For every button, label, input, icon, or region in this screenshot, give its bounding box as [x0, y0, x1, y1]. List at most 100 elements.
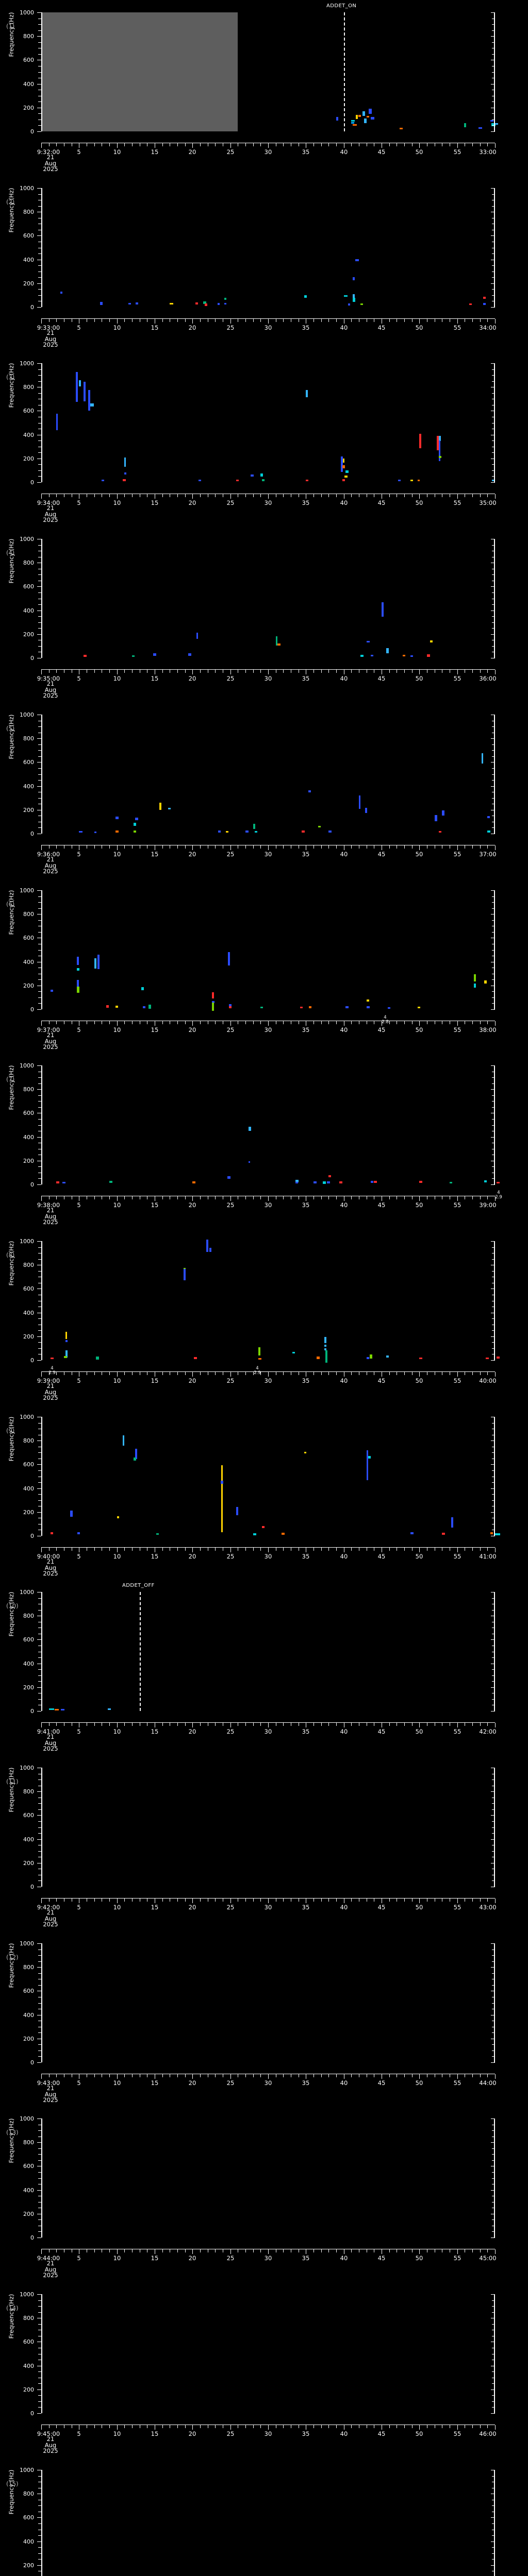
x-tick [480, 1372, 481, 1375]
y-tick [38, 2395, 41, 2396]
date-line: 2025 [43, 868, 58, 875]
x-tick [117, 1899, 118, 1903]
detection-mark [124, 457, 126, 467]
x-tick-label: 45 [377, 2255, 386, 2262]
x-tick [457, 143, 458, 148]
x-tick [117, 1548, 118, 1552]
y-tick-right [491, 307, 495, 308]
y-tick-label: 1000 [20, 360, 34, 367]
y-tick-right [492, 1803, 495, 1804]
x-tick [253, 319, 254, 322]
y-tick-label: 600 [23, 1636, 34, 1643]
detection-mark [251, 474, 254, 477]
y-tick-right [492, 622, 495, 623]
x-tick-label: 35 [302, 1553, 310, 1560]
detection-mark [490, 1532, 493, 1534]
y-tick-label: 600 [23, 2163, 34, 2170]
y-tick [38, 1851, 41, 1852]
detection-mark [410, 655, 413, 657]
x-tick-label: 30 [264, 1728, 272, 1735]
y-tick-right [491, 1967, 495, 1968]
y-tick [38, 1699, 41, 1700]
y-tick-right [492, 2476, 495, 2477]
x-tick-label: 30 [264, 2430, 272, 2437]
x-tick [389, 845, 390, 849]
y-tick-label: 600 [23, 2514, 34, 2521]
y-tick-right [492, 2219, 495, 2220]
x-tick [177, 845, 178, 849]
x-tick-label: 55 [453, 1201, 461, 1209]
detection-mark [336, 117, 338, 121]
x-tick [472, 1899, 473, 1902]
y-tick-label: 1000 [20, 1940, 34, 1947]
y-tick-right [492, 1494, 495, 1495]
y-tick-label: 1000 [20, 2291, 34, 2298]
y-tick-right [491, 1488, 495, 1489]
y-tick-label: 200 [23, 1509, 34, 1516]
x-tick [321, 670, 322, 673]
detection-mark [344, 295, 348, 297]
x-tick [336, 670, 337, 673]
detection-count-bottom: 2.9 [48, 1370, 56, 1376]
y-tick [38, 997, 41, 998]
x-tick-label: 40 [340, 1201, 348, 1209]
y-tick [38, 545, 41, 546]
x-tick [192, 670, 193, 674]
detection-mark [342, 465, 345, 468]
x-tick [109, 1899, 110, 1902]
x-tick [260, 1723, 261, 1726]
x-tick [480, 2249, 481, 2252]
x-tick-label: 15 [151, 324, 159, 331]
y-tick [38, 768, 41, 769]
y-tick-right [492, 1598, 495, 1599]
detection-mark [400, 128, 403, 129]
date-line: Aug [44, 1914, 57, 1922]
x-tick [132, 1723, 133, 1726]
x-tick-label: 10 [113, 1201, 121, 1209]
detection-mark [276, 636, 277, 646]
y-axis-left [41, 539, 42, 658]
x-tick-label: 20 [188, 1377, 196, 1384]
x-tick [200, 670, 201, 673]
date-line: 2025 [43, 341, 58, 348]
detection-mark [497, 1357, 500, 1359]
x-tick [260, 319, 261, 322]
x-start-time-label: 9:32:00 [37, 148, 60, 156]
y-tick [37, 1791, 41, 1792]
x-tick [404, 494, 405, 497]
y-tick-right [492, 1166, 495, 1167]
y-tick [37, 1184, 41, 1185]
x-tick [283, 670, 284, 673]
y-tick-right [491, 1512, 495, 1513]
detection-count-label: 4 2.9 [46, 1366, 58, 1376]
y-tick-right [492, 798, 495, 799]
detection-mark [356, 115, 358, 119]
date-line: Aug [44, 510, 57, 518]
x-tick-label: 45 [377, 148, 386, 156]
x-tick-label: 55 [453, 1026, 461, 1033]
y-axis-right [494, 1768, 495, 1887]
y-tick-right [492, 592, 495, 593]
y-tick [38, 1342, 41, 1343]
y-tick-label: 0 [30, 2410, 34, 2417]
x-tick [117, 143, 118, 148]
y-tick-right [492, 194, 495, 195]
y-tick-label: 0 [30, 2234, 34, 2241]
y-tick-right [491, 36, 495, 37]
x-tick [253, 845, 254, 849]
date-line: 2025 [43, 1043, 58, 1050]
y-tick [38, 592, 41, 593]
x-tick [480, 1021, 481, 1024]
x-tick [245, 1548, 246, 1551]
y-tick [38, 2476, 41, 2477]
x-tick-label: 25 [226, 675, 235, 682]
x-tick [245, 494, 246, 497]
x-tick [283, 1021, 284, 1024]
y-tick-label: 800 [23, 2315, 34, 2321]
y-tick-right [491, 1184, 495, 1185]
x-tick [177, 2074, 178, 2077]
y-tick-label: 400 [23, 783, 34, 790]
x-tick [185, 2425, 186, 2428]
x-tick [321, 1196, 322, 1199]
detection-mark [100, 302, 103, 305]
